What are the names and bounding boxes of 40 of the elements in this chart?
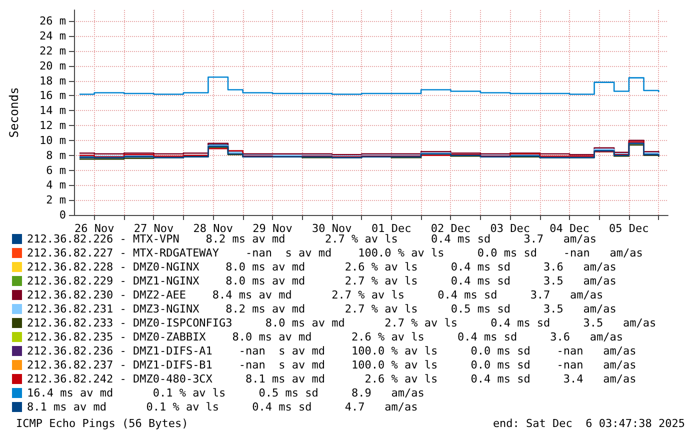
legend-label: 212.36.82.236 - DMZ1-DIFS-A1 -nan s av md 100.0 % av ls 0.0 ms sd -nan am/as xyxy=(27,344,636,358)
legend-label: 212.36.82.231 - DMZ3-NGINX 8.2 ms av md 2.7 % av ls 0.5 ms sd 3.5 am/as xyxy=(27,302,616,316)
y-tick-label: 16 m xyxy=(40,89,66,102)
y-axis-title: Seconds xyxy=(7,87,21,138)
legend-label: 8.1 ms av md 0.1 % av ls 0.4 ms sd 4.7 am/as xyxy=(27,400,418,414)
y-tick-label: 10 m xyxy=(40,134,66,147)
legend-label: 212.36.82.235 - DMZ0-ZABBIX 8.0 ms av md 2.6 % av ls 0.4 ms sd 3.6 am/as xyxy=(27,330,624,344)
text: ICMP Echo Pings (56 Bytes) xyxy=(16,417,188,430)
y-tick-label: 6 m xyxy=(46,164,66,177)
x-tick-label: 01 Dec xyxy=(371,222,412,235)
legend-label: 212.36.82.233 - DMZ0-ISPCONFIG3 8.0 ms av md 2.7 % av ls 0.4 ms sd 3.5 am/as xyxy=(27,316,656,330)
text: end: Sat Dec 6 03:47:38 2025 xyxy=(492,417,685,430)
x-tick-label: 30 Nov xyxy=(312,222,352,235)
y-tick-label: 8 m xyxy=(46,148,66,162)
x-tick-label: 28 Nov xyxy=(193,222,234,235)
x-tick-label: 04 Dec xyxy=(550,222,590,235)
x-tick-label: 29 Nov xyxy=(252,222,293,235)
x-tick-label: 26 Nov xyxy=(74,222,115,235)
y-tick-label: 26 m xyxy=(40,14,66,28)
y-tick-label: 20 m xyxy=(40,59,66,72)
legend-label: 212.36.82.228 - DMZ0-NGINX 8.0 ms av md 2.6 % av ls 0.4 ms sd 3.6 am/as xyxy=(27,260,616,274)
legend-label: 212.36.82.237 - DMZ1-DIFS-B1 -nan s av md 100.0 % av ls 0.0 ms sd -nan am/as xyxy=(27,358,636,372)
legend-label: 212.36.82.229 - DMZ1-NGINX 8.0 ms av md 2.7 % av ls 0.4 ms sd 3.5 am/as xyxy=(27,274,616,288)
legend-label: 212.36.82.242 - DMZ0-480-3CX 8.1 ms av md 2.6 % av ls 0.4 ms sd 3.4 am/as xyxy=(27,372,636,386)
y-tick-label: 12 m xyxy=(40,119,66,132)
y-tick-label: 2 m xyxy=(46,194,66,207)
y-tick-label: 18 m xyxy=(40,74,66,88)
y-tick-label: 0 xyxy=(59,208,66,222)
legend-label: 16.4 ms av md 0.1 % av ls 0.5 ms sd 8.9 am/as xyxy=(27,386,424,400)
y-tick-label: 4 m xyxy=(46,178,66,192)
y-tick-label: 22 m xyxy=(40,44,66,58)
x-tick-label: 03 Dec xyxy=(490,222,530,235)
x-tick-label: 27 Nov xyxy=(134,222,174,235)
legend-label: 212.36.82.227 - MTX-RDGATEWAY -nan s av md 100.0 % av ls 0.0 ms sd -nan am/as xyxy=(27,246,643,260)
y-tick-label: 14 m xyxy=(40,104,66,118)
legend-label: 212.36.82.226 - MTX-VPN 8.2 ms av md 2.7 % av ls 0.4 ms sd 3.7 am/as xyxy=(27,232,597,246)
y-tick-label: 24 m xyxy=(40,30,66,43)
x-tick-label: 05 Dec xyxy=(609,222,649,235)
legend-label: 212.36.82.230 - DMZ2-AEE 8.4 ms av md 2.7 % av ls 0.4 ms sd 3.7 am/as xyxy=(27,288,604,302)
x-tick-label: 02 Dec xyxy=(430,222,471,235)
